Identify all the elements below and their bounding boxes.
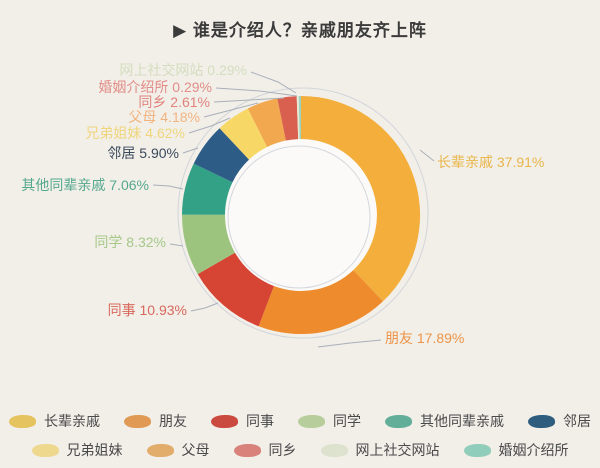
legend-swatch-icon xyxy=(528,414,555,428)
callout-label-父母: 父母 4.18% xyxy=(128,109,200,125)
callout-label-婚姻介绍所: 婚姻介绍所 0.29% xyxy=(98,79,212,95)
callout-label-长辈亲戚: 长辈亲戚 37.91% xyxy=(437,154,544,170)
legend-item-婚姻介绍所: 婚姻介绍所 xyxy=(463,440,569,460)
leader-line-网上社交网站 xyxy=(250,71,297,94)
legend-item-兄弟姐妹: 兄弟姐妹 xyxy=(31,440,123,460)
callout-label-朋友: 朋友 17.89% xyxy=(385,330,464,346)
legend-row-1: 长辈亲戚 朋友 同事 同学 其他同辈亲戚 邻居 xyxy=(9,411,591,431)
callout-label-同乡: 同乡 2.61% xyxy=(138,94,210,110)
legend-swatch-icon xyxy=(9,414,36,428)
chart-area: 长辈亲戚 37.91% 朋友 17.89% 同事 10.93% 同学 8.32% 其他同… xyxy=(0,40,600,410)
legend-label: 朋友 xyxy=(159,413,187,429)
donut-chart: 长辈亲戚 37.91% 朋友 17.89% 同事 10.93% 同学 8.32% 其他同… xyxy=(21,62,544,348)
leader-line-其他同辈亲戚 xyxy=(152,184,184,190)
sketch-circle-outer xyxy=(177,87,429,339)
legend-label: 邻居 xyxy=(563,413,591,429)
legend-label: 同事 xyxy=(246,413,274,429)
legend-swatch-icon xyxy=(320,443,348,457)
leader-line-兄弟姐妹 xyxy=(188,117,231,134)
legend-row-2: 兄弟姐妹 父母 同乡 网上社交网站 婚姻介绍所 xyxy=(31,440,569,460)
callout-label-同事: 同事 10.93% xyxy=(108,302,187,318)
legend-item-邻居: 邻居 xyxy=(528,411,591,431)
leader-line-同乡 xyxy=(213,97,285,103)
callout-label-邻居: 邻居 5.90% xyxy=(107,145,179,161)
legend-item-长辈亲戚: 长辈亲戚 xyxy=(9,411,100,431)
donut-slice-同事 xyxy=(197,252,274,327)
leader-line-婚姻介绍所 xyxy=(215,87,298,97)
page-title: ▶ 谁是介绍人？亲戚朋友齐上阵 xyxy=(173,21,427,40)
legend-swatch-icon xyxy=(31,443,59,457)
donut-slice-同乡 xyxy=(277,96,299,141)
leader-line-邻居 xyxy=(182,147,199,154)
callout-label-兄弟姐妹: 兄弟姐妹 4.62% xyxy=(85,125,185,141)
callout-label-同学: 同学 8.32% xyxy=(94,234,166,250)
legend-item-同事: 同事 xyxy=(211,411,274,431)
donut-slice-长辈亲戚 xyxy=(301,95,421,302)
legend-swatch-icon xyxy=(146,443,174,457)
legend-swatch-icon xyxy=(298,414,325,428)
legend-label: 父母 xyxy=(181,442,210,458)
legend-label: 同乡 xyxy=(268,442,297,458)
legend-label: 婚姻介绍所 xyxy=(498,442,569,458)
legend-item-网上社交网站: 网上社交网站 xyxy=(320,440,440,460)
donut-slice-邻居 xyxy=(193,128,249,183)
legend-label: 长辈亲戚 xyxy=(44,413,100,429)
legend-label: 同学 xyxy=(333,413,361,429)
donut-slice-其他同辈亲戚 xyxy=(182,163,233,215)
leader-line-朋友 xyxy=(317,339,382,348)
legend-item-朋友: 朋友 xyxy=(124,411,187,431)
donut-slice-同学 xyxy=(181,214,235,275)
legend-swatch-icon xyxy=(211,414,238,428)
legend-label: 其他同辈亲戚 xyxy=(420,413,504,429)
donut-slice-兄弟姐妹 xyxy=(219,108,268,160)
legend-label: 兄弟姐妹 xyxy=(66,442,123,458)
legend-item-同乡: 同乡 xyxy=(233,440,297,460)
callout-label-其他同辈亲戚: 其他同辈亲戚 7.06% xyxy=(21,177,149,193)
legend-item-其他同辈亲戚: 其他同辈亲戚 xyxy=(385,411,504,431)
sketch-circle-inner xyxy=(227,145,371,289)
legend-item-父母: 父母 xyxy=(146,440,210,460)
legend-item-同学: 同学 xyxy=(298,411,361,431)
legend-swatch-icon xyxy=(385,414,412,428)
leader-line-同学 xyxy=(169,243,184,247)
callout-label-网上社交网站: 网上社交网站 0.29% xyxy=(119,62,247,78)
legend-swatch-icon xyxy=(124,414,151,428)
leader-line-父母 xyxy=(203,102,259,118)
legend: 长辈亲戚 朋友 同事 同学 其他同辈亲戚 邻居兄弟姐妹 父母 同乡 网上社交网站 婚姻介绍所 xyxy=(0,411,600,460)
donut-slice-婚姻介绍所 xyxy=(298,95,301,139)
donut-slice-网上社交网站 xyxy=(296,96,300,140)
legend-label: 网上社交网站 xyxy=(355,442,440,458)
legend-swatch-icon xyxy=(233,443,261,457)
donut-slice-父母 xyxy=(247,98,286,147)
leader-line-同事 xyxy=(190,302,219,312)
donut-hole xyxy=(225,139,377,291)
legend-swatch-icon xyxy=(463,443,491,457)
leader-line-长辈亲戚 xyxy=(419,149,435,162)
donut-slice-朋友 xyxy=(258,270,383,335)
